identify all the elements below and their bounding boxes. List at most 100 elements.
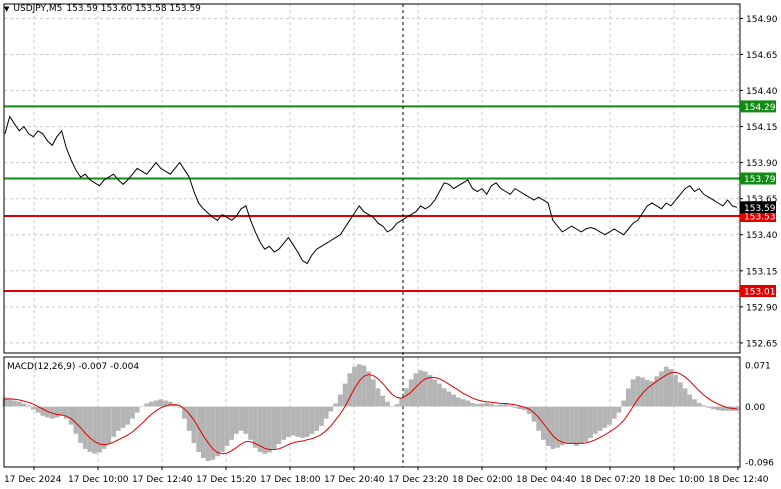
macd-bar bbox=[578, 406, 584, 445]
macd-bar bbox=[309, 406, 315, 434]
macd-bar bbox=[196, 406, 201, 452]
macd-bar bbox=[536, 406, 541, 431]
macd-bar bbox=[663, 366, 669, 407]
macd-bar bbox=[422, 371, 428, 407]
macd-bar bbox=[687, 394, 693, 407]
macd-bar bbox=[295, 406, 301, 437]
macd-bar bbox=[611, 406, 617, 419]
macd-bar bbox=[418, 370, 423, 407]
macd-bar bbox=[635, 376, 641, 407]
macd-bar bbox=[361, 365, 367, 407]
macd-bar bbox=[163, 400, 168, 407]
macd-bar bbox=[701, 405, 707, 407]
macd-bar bbox=[602, 406, 608, 428]
macd-bar bbox=[234, 406, 239, 434]
macd-bar bbox=[87, 406, 93, 452]
macd-bar bbox=[186, 406, 192, 431]
time-tick-label: 17 Dec 23:20 bbox=[388, 475, 449, 485]
macd-bar bbox=[243, 406, 249, 434]
time-tick-label: 17 Dec 12:40 bbox=[132, 475, 193, 485]
chart-header: ▼ USDJPY,M5 153.59 153.60 153.58 153.59 bbox=[4, 4, 201, 14]
macd-bar bbox=[215, 406, 220, 457]
price-tick-label: 154.90 bbox=[746, 15, 778, 25]
macd-bar bbox=[92, 406, 98, 454]
macd-bar bbox=[229, 406, 234, 440]
macd-bar bbox=[630, 379, 636, 407]
level-price-label: 153.01 bbox=[744, 287, 776, 297]
macd-bar bbox=[682, 388, 688, 407]
macd-bar bbox=[64, 406, 69, 419]
time-tick-label: 18 Dec 02:00 bbox=[452, 475, 513, 485]
macd-bar bbox=[149, 401, 154, 407]
macd-bar bbox=[238, 406, 244, 431]
macd-bar bbox=[385, 401, 390, 407]
price-tick-label: 154.15 bbox=[746, 123, 778, 133]
macd-bar bbox=[205, 406, 211, 461]
time-tick-label: 17 Dec 10:00 bbox=[68, 475, 129, 485]
macd-bar bbox=[371, 379, 376, 407]
macd-bar bbox=[404, 388, 409, 407]
level-lines bbox=[4, 105, 740, 292]
macd-bar bbox=[319, 406, 324, 426]
macd-bar bbox=[583, 406, 589, 442]
macd-label: MACD(12,26,9) -0.007 -0.004 bbox=[7, 362, 139, 372]
macd-bar bbox=[59, 406, 64, 416]
current-price-badge bbox=[740, 201, 776, 214]
price-tick-label: 153.65 bbox=[746, 195, 778, 205]
macd-bar bbox=[2, 397, 8, 407]
macd-bar bbox=[668, 369, 674, 407]
macd-bar bbox=[593, 406, 598, 434]
time-tick-label: 17 Dec 20:40 bbox=[324, 475, 385, 485]
macd-bar bbox=[7, 399, 13, 407]
macd-bar bbox=[517, 406, 523, 409]
macd-bar bbox=[465, 400, 471, 407]
macd-bar bbox=[352, 366, 357, 407]
macd-bar bbox=[281, 406, 286, 440]
macd-tick-label: -0.096 bbox=[745, 459, 774, 469]
macd-bar bbox=[333, 403, 338, 407]
macd-bar bbox=[68, 406, 74, 425]
macd-bar bbox=[380, 395, 386, 407]
macd-bar bbox=[526, 406, 532, 414]
macd-bar bbox=[427, 375, 433, 407]
triangle-down-icon[interactable]: ▼ bbox=[4, 5, 10, 13]
price-tick-label: 152.65 bbox=[746, 339, 778, 349]
macd-bar bbox=[696, 402, 702, 407]
macd-bar bbox=[167, 401, 173, 407]
macd-bar bbox=[252, 406, 258, 448]
macd-bar bbox=[441, 388, 447, 407]
macd-bar bbox=[248, 406, 253, 440]
macd-bar bbox=[97, 406, 102, 453]
macd-bar bbox=[574, 406, 579, 446]
macd-bar bbox=[337, 394, 343, 407]
macd-bar bbox=[16, 401, 22, 407]
macd-bar bbox=[720, 406, 726, 411]
macd-bar bbox=[493, 405, 499, 407]
macd-bar bbox=[437, 383, 442, 407]
macd-bar bbox=[673, 375, 678, 407]
macd-bar bbox=[375, 388, 381, 407]
macd-panel-border bbox=[3, 356, 741, 468]
macd-bar bbox=[271, 406, 277, 449]
macd-bar bbox=[498, 404, 504, 407]
macd-bar bbox=[106, 406, 112, 445]
macd-bar bbox=[654, 376, 660, 407]
macd-bar bbox=[130, 406, 135, 419]
macd-bar bbox=[120, 406, 126, 428]
macd-bar bbox=[158, 399, 164, 407]
macd-bar bbox=[616, 406, 622, 413]
macd-bar bbox=[101, 406, 107, 449]
macd-bar bbox=[26, 405, 31, 407]
symbol-label: USDJPY,M5 bbox=[13, 4, 63, 14]
price-tick-label: 154.40 bbox=[746, 87, 778, 97]
macd-bar bbox=[304, 406, 310, 437]
time-tick-label: 18 Dec 10:00 bbox=[644, 475, 705, 485]
axis-labels: 154.90154.65154.40154.15153.90153.65153.… bbox=[4, 15, 778, 485]
macd-bar bbox=[408, 379, 414, 407]
price-tick-label: 154.65 bbox=[746, 51, 778, 61]
macd-bar bbox=[564, 406, 570, 443]
macd-bar bbox=[470, 402, 475, 407]
level-price-badge bbox=[740, 172, 776, 185]
macd-bar bbox=[503, 404, 508, 407]
